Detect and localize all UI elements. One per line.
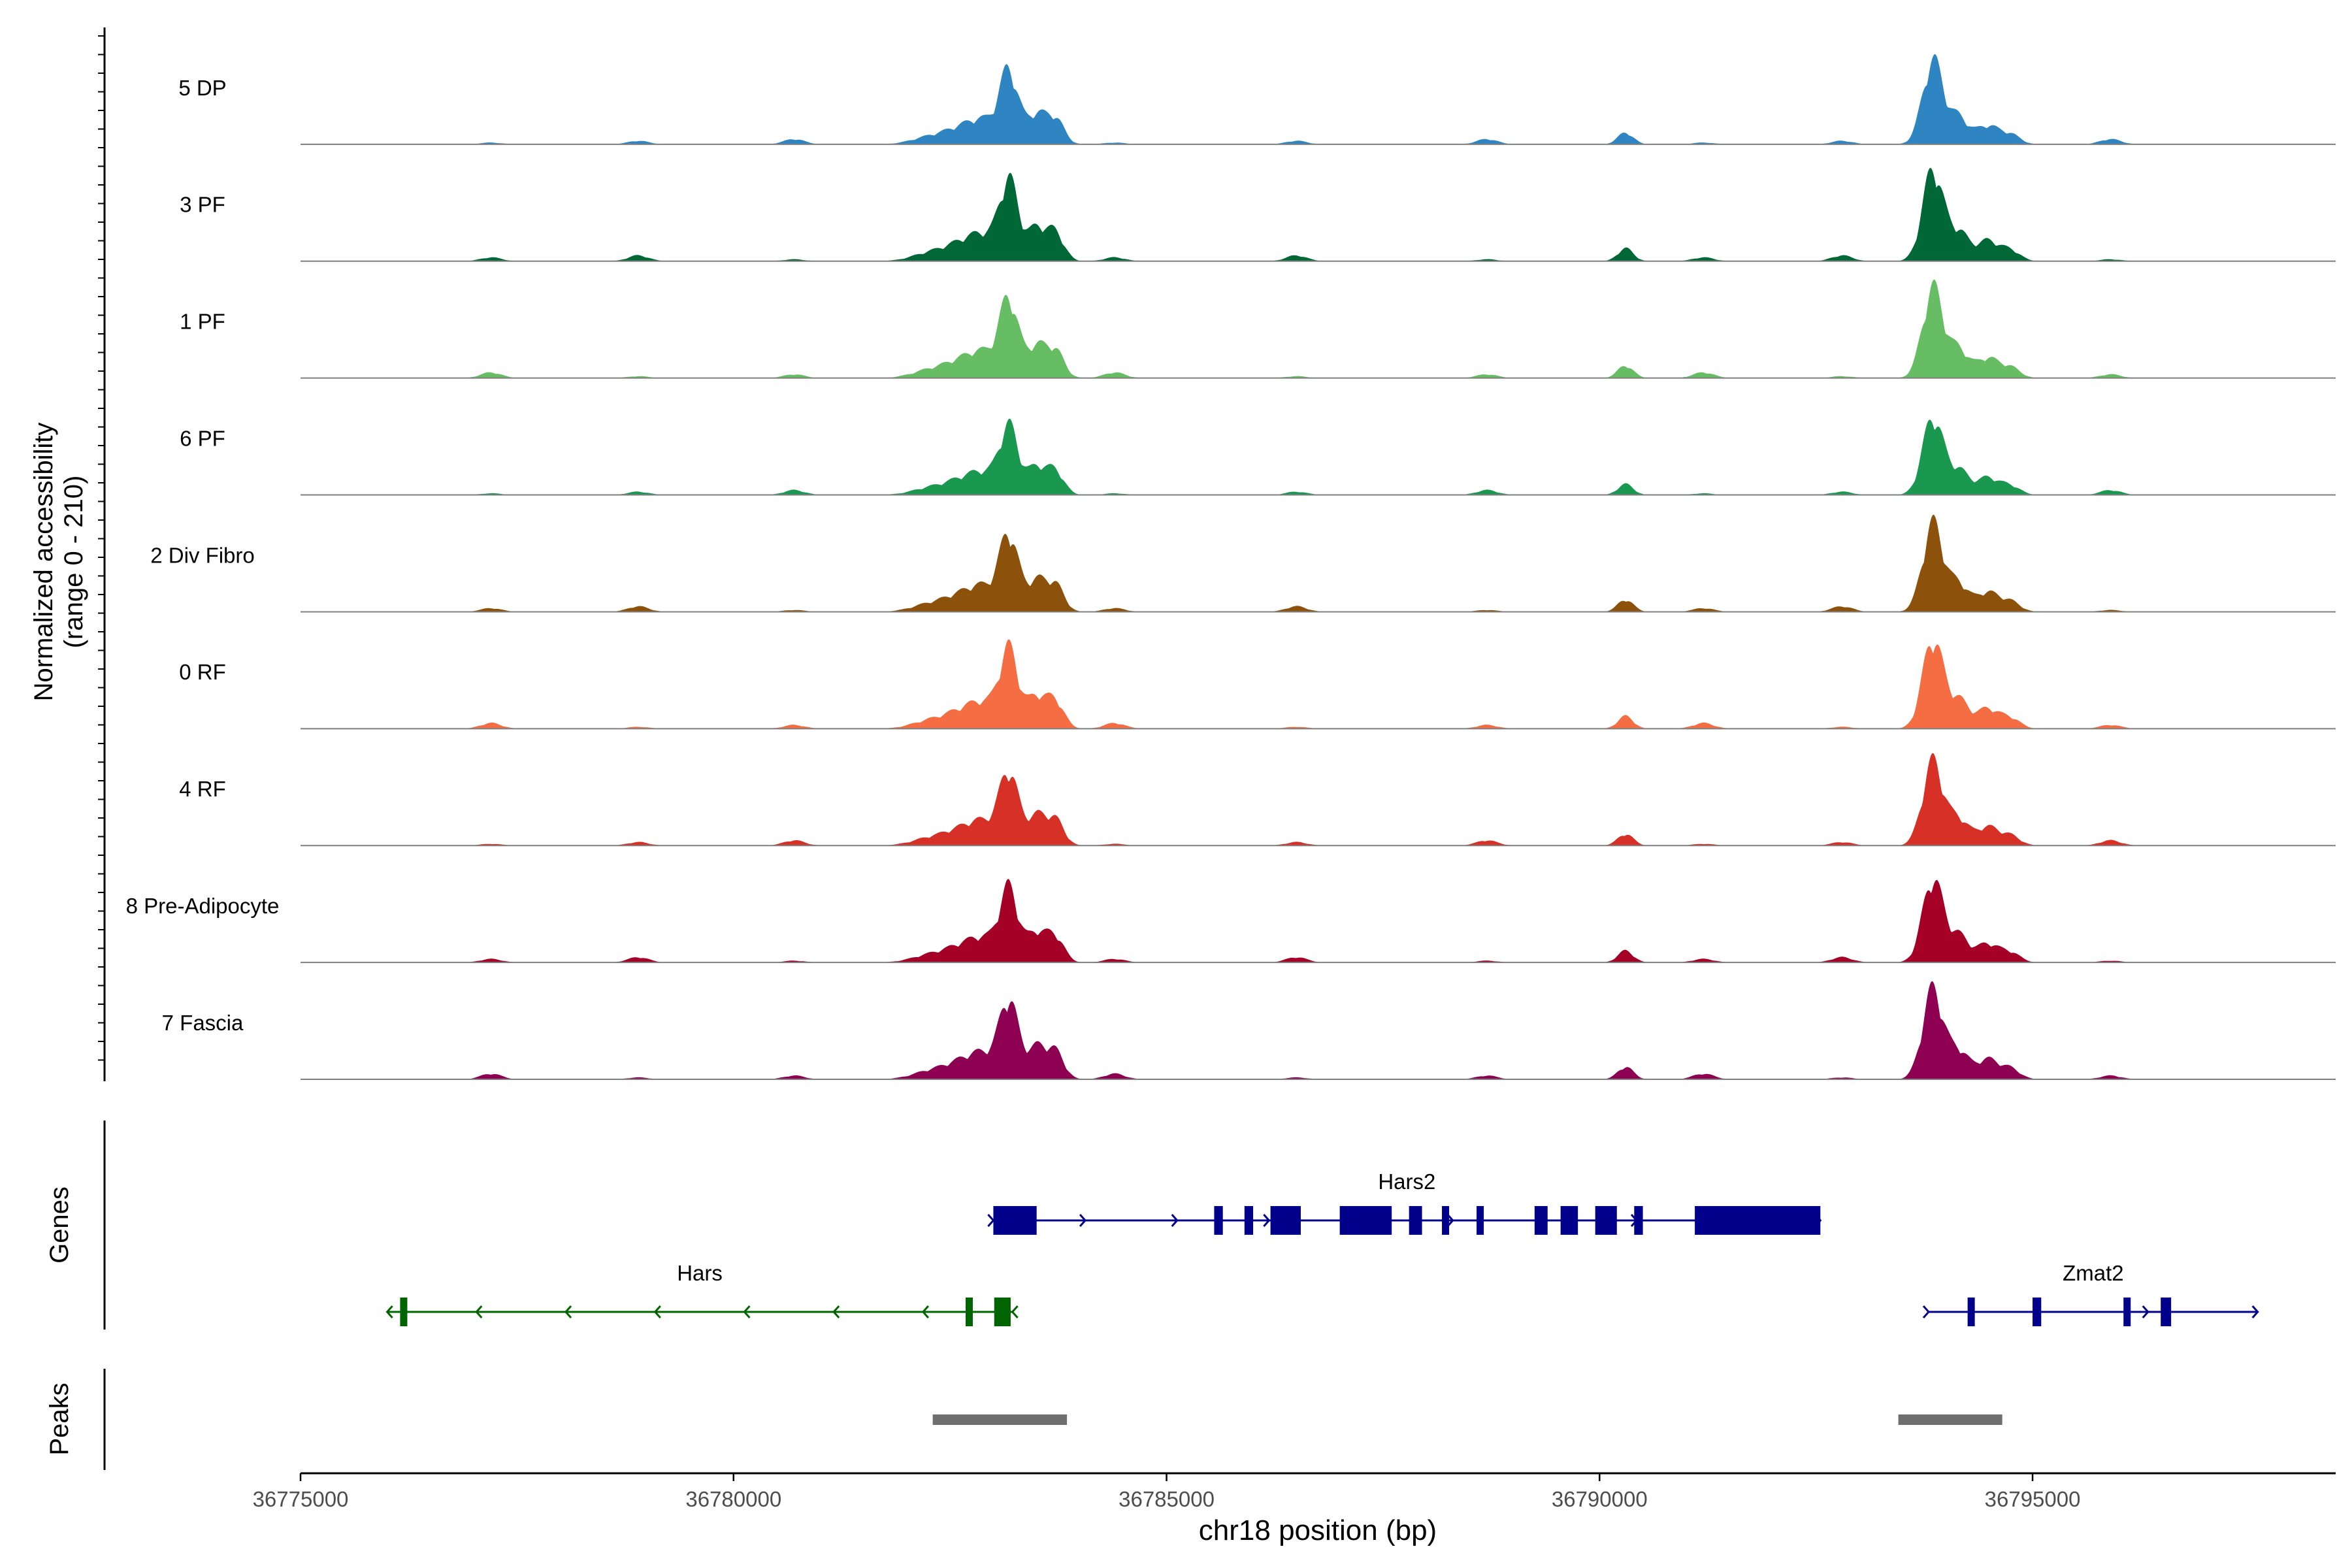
- track-label: 3 PF: [180, 193, 225, 217]
- strand-arrow: [1263, 1214, 1271, 1227]
- track-label: 2 Div Fibro: [150, 543, 255, 567]
- gene-label: Hars2: [1378, 1169, 1435, 1194]
- track-label: 6 PF: [180, 426, 225, 450]
- exon: [1695, 1206, 1821, 1235]
- exon: [993, 1206, 1037, 1235]
- track-label: 4 RF: [179, 777, 226, 801]
- x-tick-label: 36790000: [1552, 1487, 1648, 1511]
- coverage-area: [301, 418, 2154, 495]
- strand-arrow: [1171, 1214, 1179, 1227]
- exon: [1534, 1206, 1548, 1235]
- exon: [1214, 1206, 1223, 1235]
- gene-hars: Hars: [385, 1261, 1019, 1326]
- exon: [2033, 1298, 2042, 1326]
- track-5: 2 Div Fibro: [150, 514, 2336, 613]
- x-tick-label: 36780000: [685, 1487, 781, 1511]
- coverage-area: [301, 279, 2154, 378]
- track-1: 5 DP: [178, 54, 2336, 145]
- exon: [1560, 1206, 1578, 1235]
- strand-arrow: [385, 1305, 393, 1318]
- genes-panel: Genes Hars2 Hars Zmat2: [45, 1120, 2259, 1330]
- strand-arrow: [921, 1305, 929, 1318]
- strand-arrow: [1011, 1305, 1019, 1318]
- track-4: 6 PF: [180, 418, 2336, 496]
- track-6: 0 RF: [179, 639, 2336, 730]
- peaks-panel: Peaks: [45, 1369, 2002, 1470]
- peaks-track-label: Peaks: [45, 1382, 74, 1455]
- strand-arrow: [832, 1305, 840, 1318]
- gene-hars2: Hars2: [987, 1169, 1822, 1235]
- track-7: 4 RF: [179, 753, 2336, 847]
- track-9: 7 Fascia: [162, 981, 2336, 1080]
- exon: [1270, 1206, 1301, 1235]
- x-tick-label: 36785000: [1119, 1487, 1215, 1511]
- exon: [1967, 1298, 1975, 1326]
- coverage-area: [301, 54, 2154, 144]
- coverage-area: [301, 981, 2154, 1079]
- peak-regions: [932, 1414, 2002, 1425]
- track-label: 7 Fascia: [162, 1011, 244, 1035]
- exon: [1244, 1206, 1254, 1235]
- coverage-area: [301, 879, 2154, 963]
- strand-arrow: [1446, 1214, 1454, 1227]
- y-axis-label-line1: Normalized accessibility: [29, 423, 58, 702]
- coverage-area: [301, 639, 2154, 729]
- x-axis: 36775000 36780000 36785000 36790000 36795000…: [253, 1472, 2336, 1546]
- strand-arrow: [1922, 1305, 1931, 1318]
- gene-label: Zmat2: [2063, 1261, 2124, 1285]
- peak-region: [932, 1414, 1068, 1425]
- track-2: 3 PF: [180, 168, 2336, 262]
- gene-zmat2: Zmat2: [1922, 1261, 2259, 1326]
- genes-track-label: Genes: [45, 1186, 74, 1264]
- gene-models: Hars2 Hars Zmat2: [385, 1169, 2259, 1326]
- strand-arrow: [2142, 1305, 2149, 1318]
- exon: [1339, 1206, 1392, 1235]
- track-label: 0 RF: [179, 660, 226, 684]
- strand-arrow: [987, 1214, 995, 1227]
- track-label: 1 PF: [180, 310, 225, 334]
- strand-arrow: [2251, 1305, 2259, 1318]
- strand-arrow: [475, 1305, 483, 1318]
- strand-arrow: [564, 1305, 572, 1318]
- x-axis-ticks: 36775000 36780000 36785000 36790000 36795000: [253, 1473, 2081, 1511]
- exon: [2161, 1298, 2172, 1326]
- track-label: 8 Pre-Adipocyte: [126, 894, 280, 918]
- exon: [1477, 1206, 1484, 1235]
- y-axis-label-line2: (range 0 - 210): [59, 476, 88, 649]
- peak-region: [1898, 1414, 2002, 1425]
- exon: [1634, 1206, 1643, 1235]
- x-tick-label: 36795000: [1985, 1487, 2081, 1511]
- x-axis-title: chr18 position (bp): [1199, 1514, 1437, 1546]
- strand-arrow: [653, 1305, 661, 1318]
- track-8: 8 Pre-Adipocyte: [126, 879, 2336, 964]
- strand-arrow: [1079, 1214, 1087, 1227]
- exon: [400, 1298, 408, 1326]
- exon: [1409, 1206, 1422, 1235]
- exon: [1595, 1206, 1617, 1235]
- exon: [994, 1298, 1011, 1326]
- coverage-tracks: 5 DP 3 PF 1 PF 6 PF 2 Div Fibro 0 RF 4 RF 8 Pre…: [126, 54, 2336, 1080]
- x-tick-label: 36775000: [253, 1487, 349, 1511]
- strand-arrow: [743, 1305, 751, 1318]
- coverage-y-axis: [98, 27, 106, 1081]
- coverage-area: [301, 753, 2154, 846]
- coverage-area: [301, 168, 2154, 261]
- track-label: 5 DP: [178, 76, 226, 100]
- coverage-area: [301, 514, 2154, 612]
- y-axis-label: Normalized accessibility (range 0 - 210): [29, 423, 88, 702]
- exon: [1442, 1206, 1450, 1235]
- exon: [2123, 1298, 2131, 1326]
- gene-label: Hars: [677, 1261, 723, 1285]
- track-3: 1 PF: [180, 279, 2336, 379]
- exon: [966, 1298, 973, 1326]
